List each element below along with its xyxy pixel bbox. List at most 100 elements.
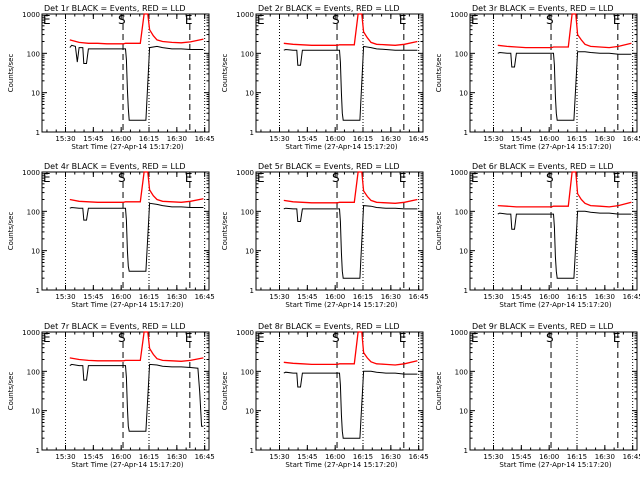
y-tick-label: 1000: [22, 169, 40, 177]
x-tick-label: 16:30: [381, 135, 401, 143]
x-axis-label: Start Time (27-Apr-14 15:17:20): [71, 143, 183, 151]
x-tick-label: 15:30: [55, 135, 75, 143]
x-tick-label: 16:30: [595, 293, 615, 301]
x-tick-label: 16:15: [567, 135, 587, 143]
x-tick-label: 16:00: [111, 135, 131, 143]
x-tick-label: 16:15: [139, 135, 159, 143]
x-tick-label: 16:45: [623, 293, 640, 301]
y-tick-label: 100: [455, 208, 468, 216]
panel-title: Det 1r BLACK = Events, RED = LLD: [44, 4, 186, 13]
x-tick-label: 15:45: [511, 453, 531, 461]
events-series-line: [69, 363, 204, 432]
lld-series-line: [283, 171, 418, 204]
x-tick-label: 15:45: [297, 135, 317, 143]
marker-label: S: [546, 331, 554, 345]
marker-label: E: [613, 171, 621, 185]
lld-series-line: [69, 171, 204, 203]
y-tick-label: 1: [250, 129, 254, 137]
y-tick-label: 10: [31, 90, 40, 98]
x-axis-label: Start Time (27-Apr-14 15:17:20): [285, 301, 397, 309]
x-tick-label: 16:00: [539, 453, 559, 461]
x-tick-label: 16:00: [111, 453, 131, 461]
y-tick-label: 1: [464, 287, 468, 295]
y-tick-label: 10: [245, 90, 254, 98]
y-tick-label: 10: [245, 408, 254, 416]
events-series-line: [283, 45, 418, 121]
y-tick-label: 10: [459, 90, 468, 98]
events-series-line: [283, 370, 418, 439]
y-axis-label: Counts/sec: [221, 372, 229, 411]
marker-label: S: [332, 171, 340, 185]
x-tick-label: 16:30: [595, 453, 615, 461]
panel-title: Det 8r BLACK = Events, RED = LLD: [258, 322, 400, 331]
marker-label: S: [118, 171, 126, 185]
marker-label: S: [118, 331, 126, 345]
plot-frame: [255, 171, 424, 291]
x-tick-label: 15:45: [83, 135, 103, 143]
x-tick-label: 16:00: [539, 135, 559, 143]
y-tick-label: 1: [250, 447, 254, 455]
x-axis-label: Start Time (27-Apr-14 15:17:20): [285, 461, 397, 469]
marker-label: S: [332, 331, 340, 345]
events-series-line: [283, 205, 418, 279]
events-series-line: [69, 202, 204, 272]
y-axis-label: Counts/sec: [221, 54, 229, 93]
plot-frame: [469, 171, 638, 291]
detector-panel: Det 3r BLACK = Events, RED = LLD 1 10 100 10…: [435, 4, 640, 151]
plot-frame: [469, 331, 638, 451]
panel-title: Det 4r BLACK = Events, RED = LLD: [44, 162, 186, 171]
detector-panel: Det 6r BLACK = Events, RED = LLD 1 10 100 10…: [435, 162, 640, 309]
marker-label: E: [185, 171, 193, 185]
marker-label: E: [471, 171, 479, 185]
y-tick-label: 10: [245, 248, 254, 256]
plot-frame: [469, 13, 638, 133]
x-tick-label: 15:30: [483, 135, 503, 143]
y-tick-label: 10: [459, 248, 468, 256]
x-tick-label: 16:15: [353, 453, 373, 461]
detector-panel: Det 2r BLACK = Events, RED = LLD 1 10 100 10…: [221, 4, 429, 151]
marker-label: S: [118, 13, 126, 27]
detector-panel: Det 9r BLACK = Events, RED = LLD 1 10 100 10…: [435, 322, 640, 469]
x-tick-label: 16:15: [353, 135, 373, 143]
y-tick-label: 1000: [236, 169, 254, 177]
y-tick-label: 1000: [450, 329, 468, 337]
marker-label: E: [613, 331, 621, 345]
lld-series-line: [283, 331, 418, 366]
y-tick-label: 10: [459, 408, 468, 416]
x-tick-label: 15:30: [55, 453, 75, 461]
events-series-line: [497, 210, 632, 279]
plot-frame: [255, 13, 424, 133]
y-axis-label: Counts/sec: [7, 372, 15, 411]
x-tick-label: 16:45: [409, 293, 429, 301]
x-axis-label: Start Time (27-Apr-14 15:17:20): [499, 301, 611, 309]
x-tick-label: 16:15: [139, 453, 159, 461]
x-tick-label: 16:00: [325, 293, 345, 301]
y-axis-label: Counts/sec: [435, 372, 443, 411]
x-tick-label: 16:30: [595, 135, 615, 143]
marker-label: E: [257, 331, 265, 345]
x-axis-label: Start Time (27-Apr-14 15:17:20): [499, 143, 611, 151]
plot-frame: [255, 331, 424, 451]
y-axis-label: Counts/sec: [435, 54, 443, 93]
marker-label: E: [43, 171, 51, 185]
marker-label: E: [399, 13, 407, 27]
y-tick-label: 1000: [450, 169, 468, 177]
x-tick-label: 16:00: [111, 293, 131, 301]
y-axis-label: Counts/sec: [435, 212, 443, 251]
marker-label: S: [332, 13, 340, 27]
x-tick-label: 15:30: [269, 453, 289, 461]
y-tick-label: 10: [31, 408, 40, 416]
x-tick-label: 16:30: [167, 453, 187, 461]
x-tick-label: 16:30: [381, 453, 401, 461]
x-tick-label: 15:45: [511, 293, 531, 301]
x-tick-label: 15:45: [297, 293, 317, 301]
y-axis-label: Counts/sec: [7, 212, 15, 251]
y-tick-label: 1: [36, 287, 40, 295]
panel-title: Det 9r BLACK = Events, RED = LLD: [472, 322, 614, 331]
marker-label: E: [257, 171, 265, 185]
x-tick-label: 16:00: [325, 453, 345, 461]
x-tick-label: 16:15: [567, 453, 587, 461]
y-tick-label: 10: [31, 248, 40, 256]
y-tick-label: 1000: [236, 11, 254, 19]
